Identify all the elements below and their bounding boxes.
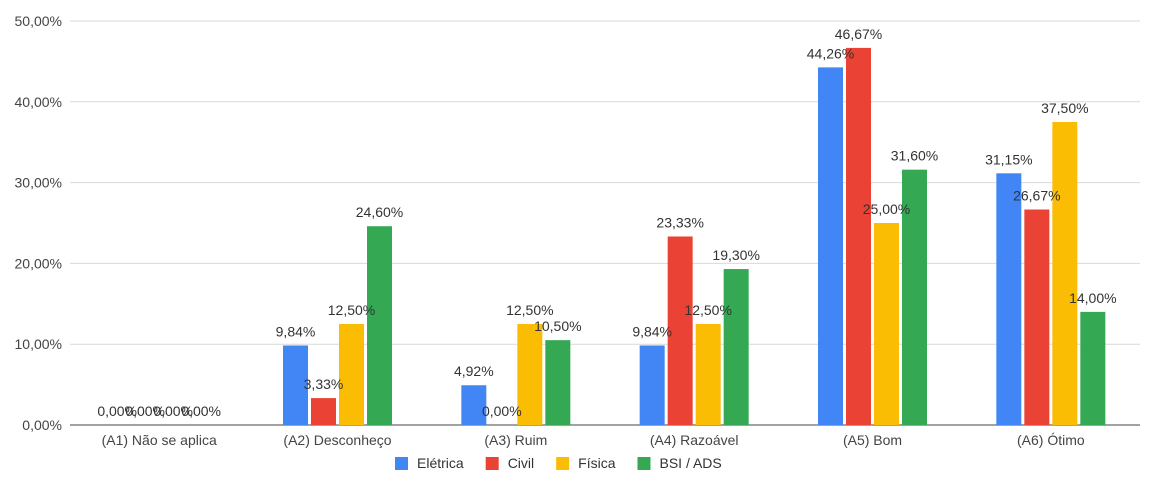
data-label: 0,00% [125,403,165,419]
data-label: 10,50% [534,318,581,334]
legend: Elétrica Civil Física BSI / ADS [395,455,722,471]
data-label: 0,00% [181,403,221,419]
x-tick-label: (A6) Ótimo [1017,432,1085,448]
legend-swatch [395,457,408,470]
legend-item: Elétrica [395,455,464,471]
data-label: 46,67% [835,26,882,42]
bar [818,67,843,425]
data-label: 26,67% [1013,188,1060,204]
data-label: 0,00% [153,403,193,419]
legend-swatch [637,457,651,470]
data-label: 19,30% [712,247,759,263]
bar [283,345,308,425]
data-label: 37,50% [1041,100,1088,116]
legend-swatch [485,457,499,470]
data-label: 4,92% [454,363,494,379]
bar [639,345,665,425]
y-tick-label: 10,00% [15,336,62,352]
data-label: 9,84% [632,323,672,339]
bar [461,385,487,425]
x-axis-ticks: (A1) Não se aplica (A2) Desconheço (A3) Ru… [102,432,1085,448]
legend-swatch [556,457,570,470]
bar [311,398,336,425]
x-tick-label: (A2) Desconheço [283,432,391,448]
data-label: 44,26% [807,45,854,61]
y-tick-label: 20,00% [15,255,62,271]
data-labels: 0,00%0,00%0,00%0,00%9,84%3,33%12,50%24,6… [97,26,1116,419]
x-tick-label: (A4) Razoável [650,432,739,448]
bar [902,169,927,425]
bar [367,226,392,425]
legend-label: Civil [508,455,534,471]
data-label: 31,60% [891,148,938,164]
x-tick-label: (A5) Bom [843,432,902,448]
bar [695,324,721,425]
data-label: 12,50% [506,302,553,318]
legend-item: BSI / ADS [637,455,722,471]
bar [339,324,364,425]
bar [723,269,749,425]
y-tick-label: 30,00% [15,175,62,191]
data-label: 0,00% [482,403,522,419]
bar [874,223,899,425]
gridlines [70,20,1140,426]
data-label: 23,33% [656,214,703,230]
y-axis-ticks: 0,00% 10,00% 20,00% 30,00% 40,00% 50,00% [15,13,62,433]
y-tick-label: 0,00% [22,417,62,433]
legend-item: Física [556,455,616,471]
bar [1080,311,1106,425]
data-label: 24,60% [356,204,403,220]
data-label: 0,00% [97,403,137,419]
legend-item: Civil [485,455,534,471]
bar [846,47,871,425]
data-label: 25,00% [863,201,910,217]
bar [517,324,543,425]
bar [1024,209,1050,425]
data-label: 12,50% [328,302,375,318]
legend-label: Física [578,455,616,471]
bar [545,340,571,425]
bars [283,47,1106,425]
y-tick-label: 40,00% [15,94,62,110]
data-label: 31,15% [985,151,1032,167]
y-tick-label: 50,00% [15,13,62,29]
data-label: 14,00% [1069,290,1116,306]
bar [1052,122,1078,425]
bar [996,173,1022,425]
x-tick-label: (A1) Não se aplica [102,432,217,448]
data-label: 12,50% [684,302,731,318]
bar [667,236,693,425]
legend-label: BSI / ADS [659,455,721,471]
legend-label: Elétrica [417,455,464,471]
data-label: 3,33% [304,376,344,392]
x-tick-label: (A3) Ruim [484,432,547,448]
data-label: 9,84% [276,323,316,339]
